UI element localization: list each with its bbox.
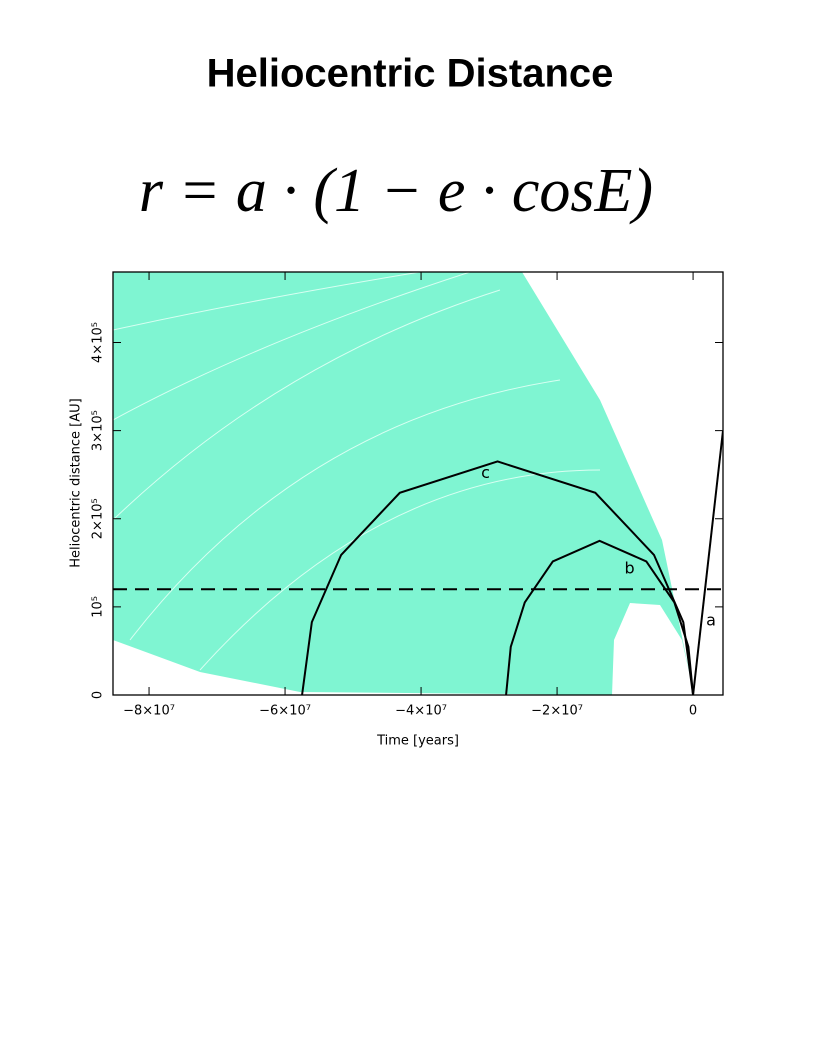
- x-tick-label: −6×10⁷: [259, 704, 311, 719]
- series-label: b: [624, 558, 634, 577]
- formula: r = a · (1 − e · cosE): [139, 157, 653, 225]
- y-tick-label: 3×10⁵: [91, 410, 106, 451]
- x-tick-label: −8×10⁷: [123, 704, 175, 719]
- y-tick-label: 4×10⁵: [91, 322, 106, 363]
- series-line: [301, 460, 695, 695]
- y-tick-label: 2×10⁵: [91, 498, 106, 539]
- y-axis-label: Heliocentric distance [AU]: [69, 398, 84, 567]
- x-axis-label: Time [years]: [376, 734, 459, 749]
- plot-frame: [112, 271, 724, 696]
- cloud-texture: [113, 272, 601, 671]
- trajectory-cloud: [113, 272, 693, 695]
- series-label: a: [706, 610, 716, 629]
- y-tick-label: 0: [91, 691, 106, 699]
- series-label: c: [481, 463, 490, 482]
- slide-title: Heliocentric Distance: [207, 52, 614, 96]
- y-tick-label: 10⁵: [91, 596, 106, 618]
- x-tick-label: −2×10⁷: [531, 704, 583, 719]
- cloud-area: [113, 272, 693, 695]
- x-tick-label: −4×10⁷: [395, 704, 447, 719]
- x-tick-label: 0: [689, 704, 697, 719]
- series-line: [692, 430, 723, 695]
